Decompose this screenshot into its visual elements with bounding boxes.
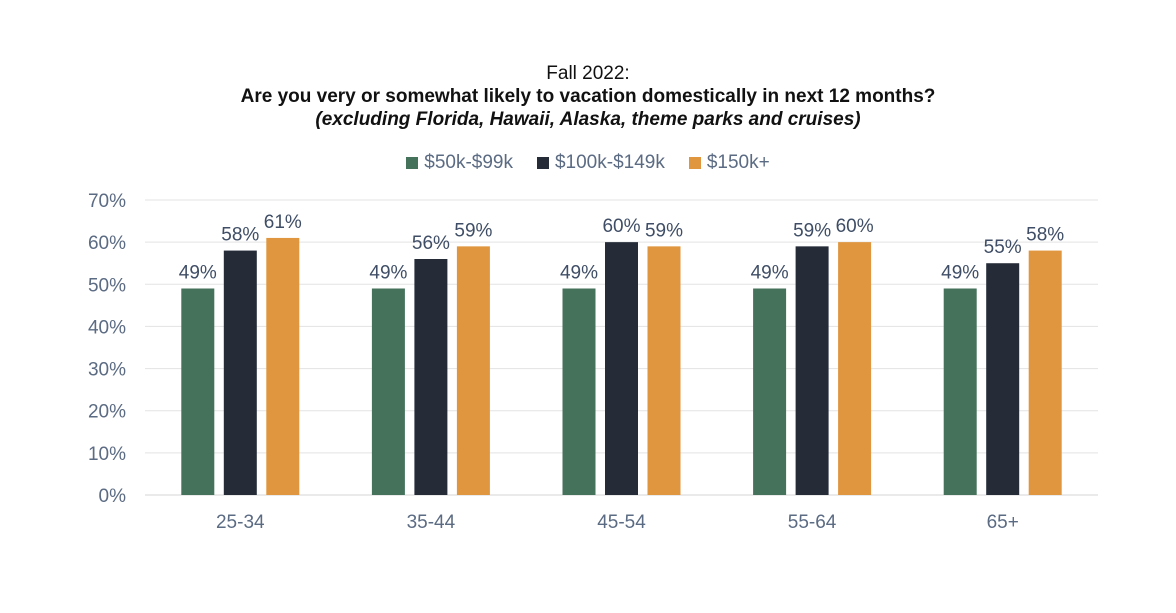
data-label: 59% [793,220,831,241]
data-label: 49% [941,263,979,284]
bar [753,288,787,495]
chart-title-line-3: (excluding Florida, Hawaii, Alaska, them… [315,109,861,130]
data-label: 61% [264,212,302,233]
legend-label-series-3: $150k+ [706,152,770,173]
data-label: 59% [454,220,492,241]
chart-legend: $50k-$99k $100k-$149k $150k+ [0,152,1176,174]
x-tick-label: 35-44 [407,512,456,533]
bar [605,242,638,495]
bar [414,259,448,495]
legend-swatch-series-3 [688,157,701,169]
data-label: 49% [560,263,598,284]
bar [456,246,490,495]
bar [1028,250,1062,495]
data-label: 49% [179,263,217,284]
bar [647,246,681,495]
legend-item-series-2: $100k-$149k [536,152,665,174]
bar [943,288,977,495]
y-tick-label: 40% [88,317,126,338]
data-label: 60% [836,216,874,237]
legend-swatch-series-1 [406,157,419,169]
chart-title-line-2: Are you very or somewhat likely to vacat… [240,86,936,107]
bar [223,250,257,495]
legend-label-series-1: $50k-$99k [424,152,513,173]
y-tick-label: 20% [88,402,126,423]
legend-swatch-series-2 [536,157,549,169]
data-label: 55% [984,237,1022,258]
legend-item-series-3: $150k+ [688,152,770,174]
y-tick-label: 10% [88,444,126,465]
legend-item-series-1: $50k-$99k [406,152,513,174]
bar [371,288,405,495]
y-tick-label: 30% [88,360,126,381]
x-tick-label: 65+ [987,512,1019,533]
data-label: 58% [221,225,259,246]
y-tick-label: 50% [88,275,126,296]
x-tick-label: 25-34 [216,512,265,533]
y-tick-label: 0% [99,486,127,507]
data-label: 56% [412,233,450,254]
bar [795,246,829,495]
data-label: 58% [1026,225,1064,246]
x-tick-label: 45-54 [597,512,646,533]
y-tick-label: 60% [88,233,126,254]
data-label: 59% [645,220,683,241]
data-label: 49% [751,263,789,284]
bar [838,242,872,495]
bar [986,263,1020,495]
y-tick-label: 70% [88,191,126,212]
chart-title-line-1: Fall 2022: [546,63,630,84]
bar [562,288,596,495]
data-label: 60% [602,216,640,237]
bar [266,237,300,495]
bar [181,288,215,495]
data-label: 49% [369,263,407,284]
chart-title: Fall 2022: Are you very or somewhat like… [0,62,1176,131]
x-tick-label: 55-64 [788,512,837,533]
legend-label-series-2: $100k-$149k [554,152,665,173]
